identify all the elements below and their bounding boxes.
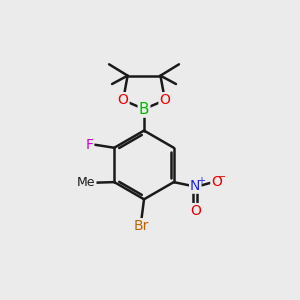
Text: O: O	[190, 204, 201, 218]
Text: O: O	[160, 93, 170, 107]
Text: Br: Br	[134, 219, 149, 233]
Text: O: O	[118, 93, 129, 107]
Text: −: −	[218, 172, 226, 182]
Text: B: B	[139, 102, 149, 117]
Text: F: F	[85, 138, 93, 152]
Text: O: O	[211, 175, 222, 189]
Text: +: +	[196, 176, 205, 186]
Text: N: N	[190, 179, 200, 193]
Text: Me: Me	[77, 176, 95, 189]
